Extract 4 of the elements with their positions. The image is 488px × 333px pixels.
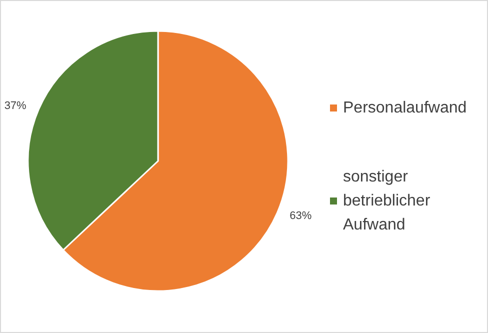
data-label: 63% — [290, 210, 312, 222]
legend-label: sonstiger betrieblicher Aufwand — [343, 168, 435, 234]
legend-label: Personalaufwand — [343, 100, 467, 116]
data-label: 37% — [4, 100, 27, 112]
